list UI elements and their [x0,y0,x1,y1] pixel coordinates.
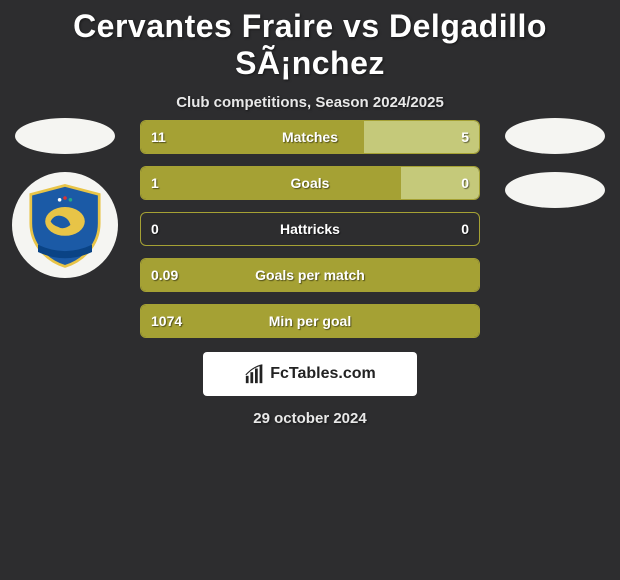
stat-row: 10Goals [140,166,480,200]
stat-value-left: 0.09 [151,259,178,291]
stats-bars-container: 115Matches10Goals00Hattricks0.09Goals pe… [140,120,480,350]
stat-bar-left-fill [141,121,364,153]
stat-row: 0.09Goals per match [140,258,480,292]
stat-row: 115Matches [140,120,480,154]
right-player-column [500,118,610,226]
page-title: Cervantes Fraire vs Delgadillo SÃ¡nchez [0,0,620,82]
shield-icon [20,180,110,270]
stat-label: Hattricks [141,213,479,245]
left-club-logo [12,172,118,278]
right-player-photo-placeholder [505,118,605,154]
left-player-column [10,118,120,278]
attribution-box: FcTables.com [203,352,417,396]
stat-value-right: 0 [461,213,469,245]
stat-bar-left-fill [141,167,401,199]
stat-bar-left-fill [141,259,479,291]
left-player-photo-placeholder [15,118,115,154]
attribution-text: FcTables.com [270,365,376,383]
stat-value-left: 11 [151,121,166,153]
stat-value-left: 0 [151,213,159,245]
stat-value-right: 5 [461,121,469,153]
stat-value-left: 1074 [151,305,182,337]
page-subtitle: Club competitions, Season 2024/2025 [0,94,620,111]
stat-row: 1074Min per goal [140,304,480,338]
bar-chart-icon [244,363,266,385]
stat-bar-left-fill [141,305,479,337]
stat-value-left: 1 [151,167,159,199]
date-text: 29 october 2024 [0,410,620,427]
right-player-secondary-placeholder [505,172,605,208]
stat-value-right: 0 [461,167,469,199]
stat-row: 0 0Hattricks [140,212,480,246]
